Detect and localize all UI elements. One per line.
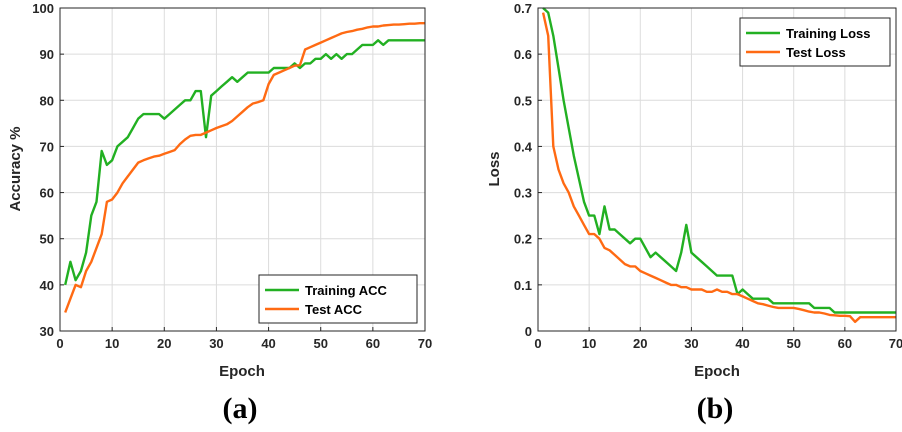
legend-label: Test Loss (786, 45, 846, 60)
x-tick-label: 40 (261, 336, 275, 351)
x-tick-label: 20 (157, 336, 171, 351)
y-tick-label: 100 (32, 1, 54, 16)
legend-label: Training Loss (786, 26, 871, 41)
loss-chart: 0 10 20 30 40 50 60 70 0 0.1 0.2 0.3 0.4 0.5 0.6 0.7 Ep… (486, 1, 902, 425)
x-axis-label: Epoch (694, 363, 740, 380)
panel-caption: (a) (223, 392, 258, 425)
x-tick-label: 70 (889, 336, 902, 351)
legend-label: Training ACC (305, 283, 387, 298)
x-tick-label: 30 (209, 336, 223, 351)
legend-box (739, 17, 891, 67)
y-tick-label: 30 (40, 324, 54, 339)
x-tick-label: 0 (56, 336, 63, 351)
x-tick-label: 20 (633, 336, 647, 351)
series-line-test (64, 22, 425, 313)
x-tick-label: 60 (366, 336, 380, 351)
y-tick-label: 0.1 (514, 278, 532, 293)
y-tick-label: 60 (40, 186, 54, 201)
series-line-training (542, 7, 896, 314)
y-tick-label: 0.4 (514, 139, 533, 154)
accuracy-chart: 0 10 20 30 40 50 60 70 30 40 50 60 70 80 90 100 Epoch A… (7, 1, 432, 425)
y-tick-label: 0.7 (514, 1, 532, 16)
legend-box (258, 274, 418, 324)
plot-frame (59, 7, 426, 332)
y-tick-label: 50 (40, 232, 54, 247)
y-tick-label: 0.3 (514, 186, 532, 201)
x-tick-label: 10 (105, 336, 119, 351)
legend: Training Loss Test Loss (739, 17, 891, 67)
x-tick-label: 10 (582, 336, 596, 351)
y-tick-label: 90 (40, 47, 54, 62)
legend-label: Test ACC (305, 302, 363, 317)
y-tick-label: 80 (40, 93, 54, 108)
series-line-test (541, 12, 896, 323)
series-line-training (64, 39, 425, 286)
x-tick-label: 50 (786, 336, 800, 351)
y-tick-label: 0.5 (514, 93, 532, 108)
plot-frame (537, 7, 897, 332)
legend: Training ACC Test ACC (258, 274, 418, 324)
x-tick-label: 60 (838, 336, 852, 351)
x-tick-label: 30 (684, 336, 698, 351)
x-tick-label: 0 (534, 336, 541, 351)
x-tick-label: 50 (313, 336, 327, 351)
y-tick-label: 70 (40, 139, 54, 154)
y-axis-label: Accuracy % (7, 126, 24, 211)
x-axis-label: Epoch (219, 363, 265, 380)
y-tick-label: 0.6 (514, 47, 532, 62)
x-tick-label: 70 (418, 336, 432, 351)
x-tick-label: 40 (735, 336, 749, 351)
panel-caption: (b) (697, 392, 734, 425)
y-tick-label: 40 (40, 278, 54, 293)
y-tick-label: 0 (525, 324, 532, 339)
y-axis-label: Loss (486, 151, 503, 186)
y-tick-label: 0.2 (514, 232, 532, 247)
